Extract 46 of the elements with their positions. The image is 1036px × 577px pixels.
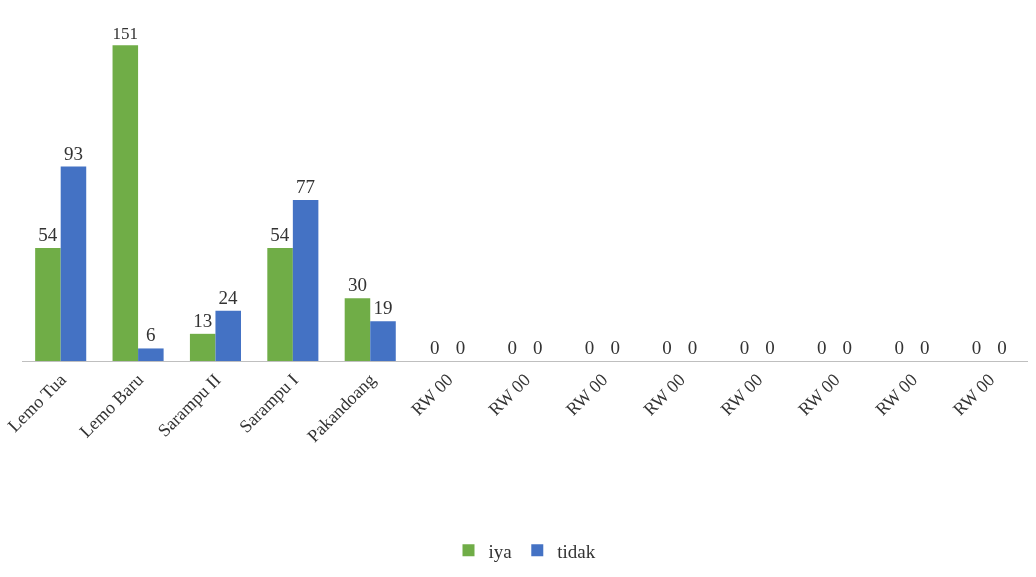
bar [267,248,293,361]
bar [189,333,216,361]
data-label: 0 [662,337,672,358]
data-label: 30 [347,274,367,296]
data-label: 0 [894,337,904,358]
bar [112,45,139,361]
bar [292,199,319,361]
data-label: 0 [584,337,595,358]
x-tick-label: RW 00 [561,369,612,420]
x-tick-label: RW 00 [794,369,844,420]
bar [370,321,396,361]
data-label: 0 [533,337,543,358]
data-label: 54 [270,224,290,246]
data-label: 6 [146,324,156,346]
data-label: 93 [63,142,83,164]
data-label: 0 [430,337,440,358]
x-tick-label: RW 00 [484,369,535,420]
data-label: 0 [817,337,827,358]
x-tick-label: RW 00 [639,369,689,420]
bar [344,298,371,361]
data-label: 0 [507,337,517,358]
data-label: 151 [112,23,139,43]
x-tick-label: RW 00 [948,369,999,420]
data-label: 0 [997,337,1007,358]
data-label: 0 [765,337,775,358]
data-label: 0 [842,337,853,358]
x-tick-label: RW 00 [871,369,922,420]
data-label: 0 [739,337,750,358]
bar [60,166,87,361]
data-label: 0 [610,337,620,358]
data-label: 19 [373,297,393,319]
data-label: 0 [687,337,698,358]
data-label: 24 [218,286,238,308]
data-label: 0 [971,337,982,358]
data-label: 77 [296,175,316,197]
data-label: 0 [919,337,930,358]
legend-label: tidak [557,540,596,562]
legend-label: iya [488,540,513,562]
data-label: 54 [38,224,58,246]
bar [138,348,164,361]
data-label: 13 [193,309,213,331]
bar [35,248,61,361]
data-label: 0 [455,337,466,358]
x-tick-label: RW 00 [407,369,457,420]
bar [215,310,241,361]
x-tick-label: RW 00 [716,369,767,420]
